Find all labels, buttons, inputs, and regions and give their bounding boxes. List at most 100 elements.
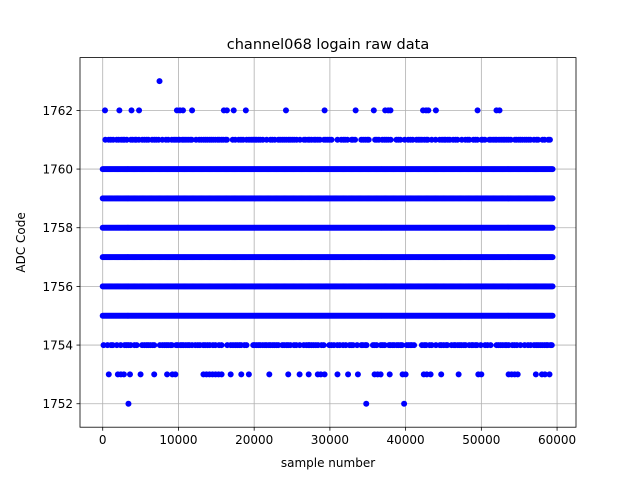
x-tick-label: 40000 [387, 433, 425, 447]
data-point [243, 342, 250, 349]
data-point [477, 342, 484, 349]
data-point [305, 371, 312, 378]
data-point [425, 107, 432, 114]
data-point [136, 107, 143, 114]
x-tick-label: 20000 [235, 433, 273, 447]
plot-frame [79, 57, 577, 428]
data-point [402, 371, 409, 378]
data-points [99, 78, 556, 407]
data-point [399, 342, 406, 349]
data-point [320, 342, 327, 349]
data-point [373, 342, 380, 349]
data-point [321, 371, 328, 378]
data-point [105, 371, 112, 378]
data-point [549, 312, 556, 319]
data-point [354, 371, 361, 378]
data-point [377, 371, 384, 378]
x-tick-label: 50000 [462, 433, 500, 447]
data-point [128, 107, 135, 114]
data-point [548, 342, 555, 349]
data-point [549, 224, 556, 231]
axis-ticks: 0 10000 20000 30000 40000 50000 60000 1752 1754 1… [42, 104, 576, 447]
y-tick-label: 1760 [42, 163, 73, 177]
data-point [137, 371, 144, 378]
data-point [432, 136, 439, 143]
data-point [156, 78, 163, 85]
data-point [227, 371, 234, 378]
data-point [285, 371, 292, 378]
data-point [517, 342, 524, 349]
data-point [223, 107, 230, 114]
y-axis-label: ADC Code [14, 212, 28, 272]
data-point [387, 107, 394, 114]
data-point [328, 136, 335, 143]
x-tick-label: 10000 [159, 433, 197, 447]
data-point [411, 342, 418, 349]
data-point [397, 136, 404, 143]
y-tick-label: 1762 [42, 104, 73, 118]
data-point [438, 371, 445, 378]
data-point [179, 107, 186, 114]
data-point [549, 166, 556, 173]
data-point [245, 371, 252, 378]
data-point [123, 136, 130, 143]
data-point [188, 136, 195, 143]
data-point [549, 254, 556, 261]
data-point [370, 107, 377, 114]
data-point [151, 342, 158, 349]
data-point [546, 371, 553, 378]
data-point [387, 136, 394, 143]
data-point [101, 107, 108, 114]
data-point [474, 136, 481, 143]
data-point [334, 371, 341, 378]
x-tick-label: 30000 [311, 433, 349, 447]
data-point [133, 342, 140, 349]
data-point [381, 342, 388, 349]
data-point [549, 283, 556, 290]
data-point [218, 342, 225, 349]
data-point [487, 342, 494, 349]
data-point [432, 107, 439, 114]
data-point [474, 107, 481, 114]
x-axis-label: sample number [281, 456, 375, 470]
data-point [126, 371, 133, 378]
y-tick-label: 1754 [42, 339, 73, 353]
data-point [189, 107, 196, 114]
data-point [496, 107, 503, 114]
data-point [363, 342, 370, 349]
chart-title: channel068 logain raw data [227, 37, 429, 53]
data-point [242, 107, 249, 114]
data-point [238, 371, 245, 378]
data-point [444, 342, 451, 349]
data-point [116, 107, 123, 114]
data-point [401, 400, 408, 407]
data-point [549, 195, 556, 202]
data-point [365, 136, 372, 143]
data-point [478, 371, 485, 378]
data-point [164, 371, 171, 378]
data-point [282, 107, 289, 114]
data-point [541, 371, 548, 378]
x-tick-label: 60000 [538, 433, 576, 447]
data-point [481, 136, 488, 143]
data-point [172, 371, 179, 378]
x-tick-label: 0 [99, 433, 107, 447]
data-point [455, 371, 462, 378]
data-point [532, 371, 539, 378]
data-point [296, 371, 303, 378]
data-point [535, 136, 542, 143]
data-point [218, 371, 225, 378]
y-tick-label: 1756 [42, 280, 73, 294]
data-point [427, 371, 434, 378]
data-point [354, 342, 361, 349]
data-point [223, 136, 230, 143]
data-point [120, 371, 127, 378]
data-point [454, 136, 461, 143]
data-point [151, 371, 158, 378]
data-point [345, 371, 352, 378]
data-point [321, 107, 328, 114]
data-point [125, 400, 132, 407]
data-point [546, 136, 553, 143]
